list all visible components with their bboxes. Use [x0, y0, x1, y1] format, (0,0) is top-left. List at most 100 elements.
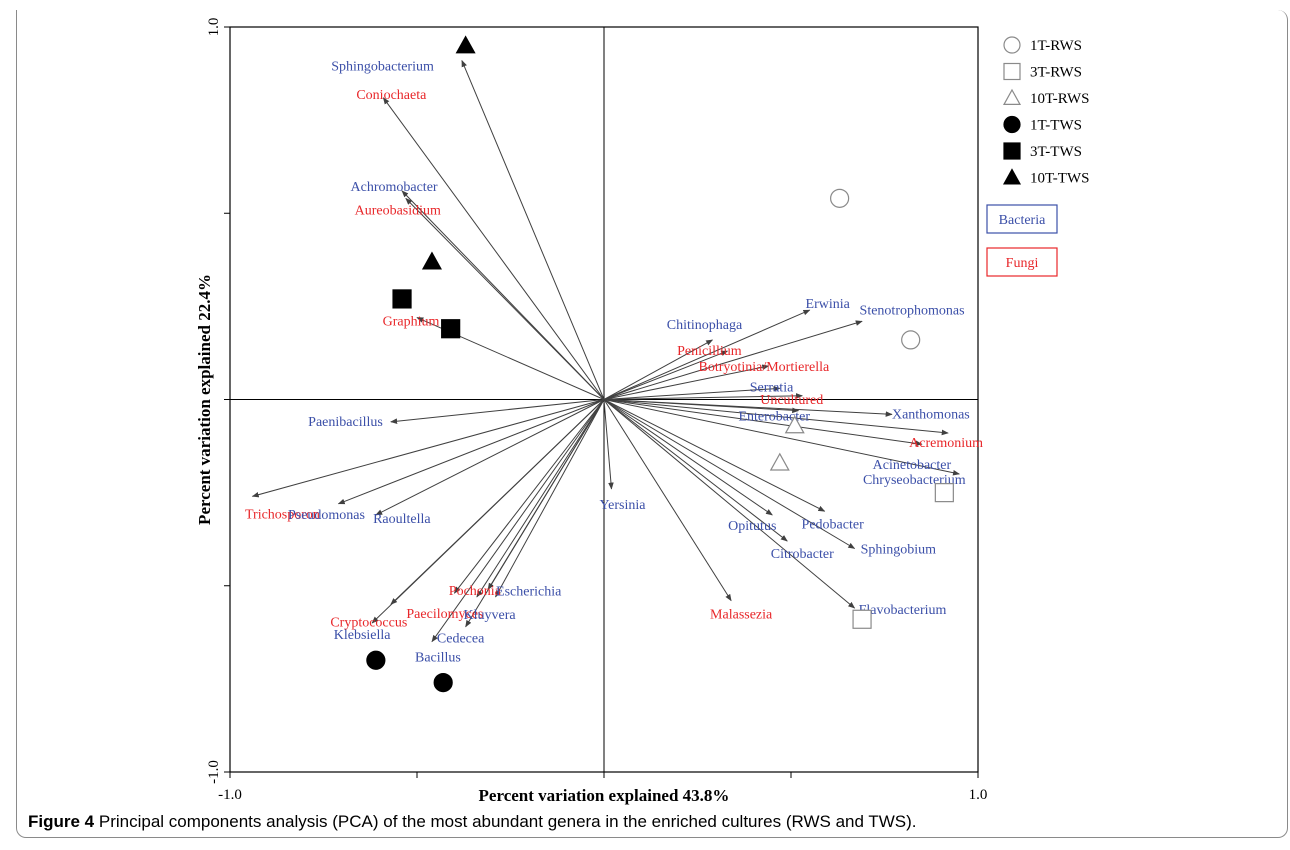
y-tick-label: -1.0: [206, 760, 222, 784]
sample-markers: [366, 35, 954, 693]
genus-label: Cryptococcus: [330, 615, 407, 630]
genus-arrow: [405, 197, 605, 400]
legend-label: 3T-TWS: [1030, 144, 1082, 160]
legend-label: 10T-RWS: [1030, 91, 1089, 107]
y-tick-label: 1.0: [206, 18, 222, 37]
genus-label: Cedecea: [437, 632, 485, 647]
genus-label: Enterobacter: [738, 410, 810, 425]
sample-point: [784, 415, 805, 434]
sample-point: [392, 289, 412, 309]
sample-point: [769, 452, 790, 471]
sample-point: [852, 609, 872, 629]
genus-label: Kluyvera: [463, 608, 516, 623]
genus-arrow: [476, 399, 605, 598]
genus-arrow: [603, 399, 732, 602]
genus-arrow: [465, 399, 605, 628]
genus-label: Pochonia: [449, 584, 502, 599]
genus-arrow: [603, 393, 803, 400]
legend-marker: [1003, 36, 1021, 54]
sample-point: [901, 330, 921, 350]
genus-label: Yersinia: [599, 498, 646, 513]
genus-arrow: [603, 399, 960, 476]
genus-labels: Sphingobacterium Coniochaeta Achromobacter…: [245, 60, 983, 666]
genus-arrow: [461, 59, 605, 400]
genus-arrow: [603, 339, 714, 400]
genus-label: Opitutus: [728, 519, 776, 534]
genus-label: Acinetobacter: [873, 458, 952, 473]
genus-label: Paenibacillus: [308, 415, 383, 430]
legend-marker: [1002, 88, 1022, 106]
figure-frame: [16, 10, 1288, 838]
genus-label: Xanthomonas: [892, 407, 970, 422]
genus-arrow: [603, 350, 729, 400]
genus-arrow: [390, 399, 605, 424]
genus-arrow: [603, 399, 923, 447]
genus-label: Pedobacter: [802, 517, 865, 532]
genus-label: Pseudomonas: [288, 508, 365, 523]
group-legend-label: Bacteria: [999, 213, 1046, 228]
genus-label: Chitinophaga: [667, 318, 743, 333]
figure-caption: Figure 4 Principal components analysis (…: [28, 812, 917, 832]
group-legend-box: [986, 247, 1058, 277]
genus-label: Penicillium: [677, 344, 742, 359]
x-axis-title: Percent variation explained 43.8%: [479, 786, 730, 805]
genus-label: Klebsiella: [334, 628, 392, 643]
genus-label: Sphingobium: [861, 543, 937, 558]
genus-arrow: [603, 309, 811, 400]
x-tick-label: -1.0: [218, 787, 242, 803]
x-tick-label: 1.0: [969, 787, 988, 803]
genus-arrow: [603, 385, 781, 400]
sample-point: [934, 483, 954, 503]
genus-arrow: [251, 399, 605, 498]
sample-legend: 1T-RWS 3T-RWS 10T-RWS 1T-TWS 3T-TWS 10T-TWS: [1002, 36, 1089, 187]
genus-arrow: [603, 399, 773, 516]
genus-label: Stenotrophomonas: [860, 303, 965, 318]
sample-point: [366, 650, 386, 670]
group-legend-label: Fungi: [1006, 256, 1039, 271]
genus-label: Erwinia: [806, 297, 851, 312]
y-axis-title: Percent variation explained 22.4%: [195, 274, 214, 525]
legend-marker: [1003, 142, 1021, 160]
genus-label: Sphingobacterium: [331, 60, 434, 75]
genus-label: Flavobacterium: [859, 603, 947, 618]
genus-label: Malassezia: [710, 608, 773, 623]
legend-marker: [1003, 115, 1021, 134]
genus-label: Bacillus: [415, 651, 461, 666]
genus-arrow: [382, 97, 605, 400]
genus-arrow: [603, 399, 788, 542]
genus-arrow: [603, 399, 856, 609]
genus-arrow: [603, 399, 856, 549]
genus-arrow: [603, 399, 949, 436]
legend-marker: [1003, 62, 1021, 81]
legend-marker: [1002, 168, 1022, 185]
genus-label: Citrobacter: [771, 547, 834, 562]
genus-arrow: [337, 399, 605, 505]
sample-point: [421, 251, 442, 270]
group-legend-box: [986, 204, 1058, 234]
sample-point: [455, 35, 476, 54]
genus-label: Graphium: [383, 315, 440, 330]
genus-arrow: [603, 320, 863, 400]
genus-arrow: [431, 399, 605, 643]
sample-point: [433, 672, 453, 693]
genus-arrows: [251, 59, 960, 643]
caption-label: Figure 4: [28, 812, 95, 831]
genus-arrow: [375, 399, 605, 516]
genus-arrow: [603, 399, 893, 417]
genus-label: Botryotinia/Mortierella: [699, 360, 830, 375]
legend-label: 10T-TWS: [1030, 171, 1089, 187]
genus-label: Trichosporon: [245, 507, 320, 522]
legend-label: 3T-RWS: [1030, 65, 1082, 81]
genus-label: Achromobacter: [351, 180, 438, 195]
legend-label: 1T-TWS: [1030, 118, 1082, 134]
genus-label: Uncultured: [760, 393, 823, 408]
plot-axes: -1.0 1.0 1.0 -1.0 Percent variation explaine…: [195, 18, 987, 805]
genus-arrow: [453, 399, 605, 594]
genus-label: Raoultella: [373, 512, 431, 527]
genus-arrow: [495, 399, 605, 598]
legend-label: 1T-RWS: [1030, 38, 1082, 54]
genus-label: Coniochaeta: [356, 88, 427, 103]
genus-label: Escherichia: [496, 584, 562, 599]
genus-label: Serratia: [750, 380, 794, 395]
